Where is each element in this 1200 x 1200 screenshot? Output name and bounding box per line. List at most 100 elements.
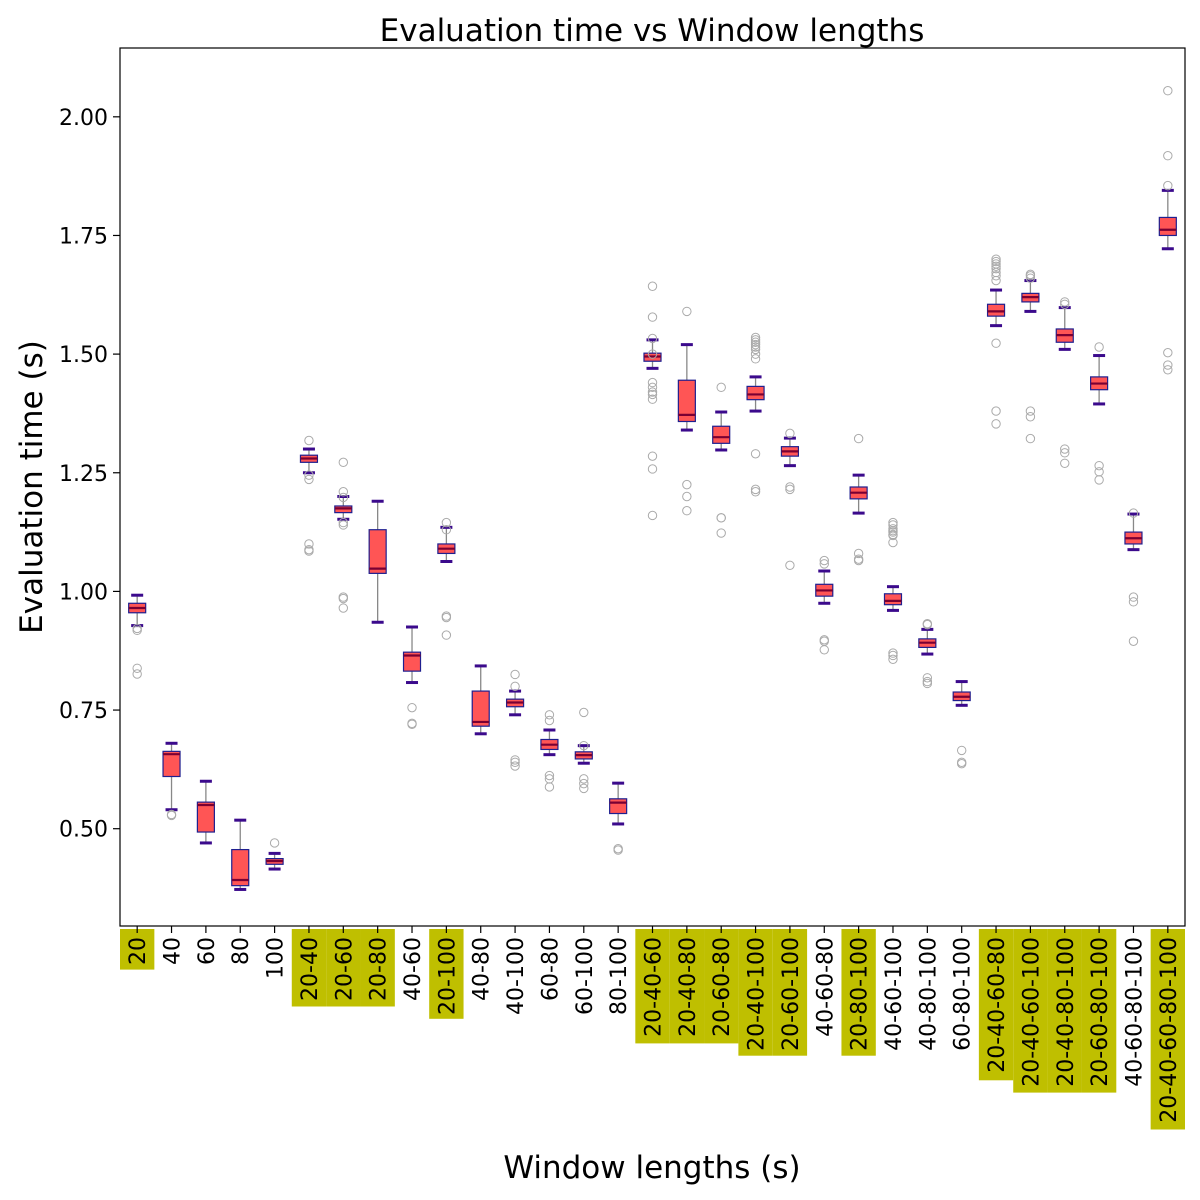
x-tick-label: 20-40-60-80-100 — [1157, 937, 1182, 1123]
outlier-point — [338, 492, 349, 503]
outlier-point — [888, 520, 898, 530]
outlier-point — [510, 669, 520, 680]
outlier-point — [922, 678, 933, 689]
category-highlight — [704, 929, 739, 1044]
outlier-point — [1094, 342, 1104, 352]
outlier-point — [956, 758, 967, 769]
outlier-point — [991, 271, 1001, 281]
box-group — [471, 664, 490, 736]
box-group — [746, 332, 765, 497]
outlier-point — [647, 510, 658, 521]
x-tick-label: 20-40-100 — [745, 937, 770, 1051]
outlier-point — [544, 782, 555, 792]
outlier-point — [991, 338, 1001, 348]
outlier-point — [991, 256, 1001, 267]
y-axis-label: Evaluation time (s) — [14, 340, 50, 634]
x-tick-label: 40-60-80 — [813, 937, 838, 1037]
box-group — [1055, 297, 1074, 468]
outlier-point — [956, 745, 967, 756]
outlier-point — [1128, 636, 1139, 646]
category-highlight — [635, 929, 670, 1044]
box-group — [368, 499, 387, 624]
box — [471, 690, 490, 727]
box-group — [162, 741, 181, 821]
category-highlight — [841, 929, 876, 1056]
outlier-point — [441, 612, 452, 623]
outlier-point — [888, 527, 898, 537]
outlier-point — [991, 406, 1001, 416]
category-highlight — [669, 929, 705, 1044]
outlier-point — [647, 382, 658, 393]
x-tick-label: 20-60 — [332, 937, 357, 1001]
box — [609, 798, 628, 815]
box-group — [437, 517, 456, 640]
y-tick-label: 0.75 — [59, 699, 108, 724]
outlier-point — [647, 387, 658, 397]
x-tick-label: 60 — [195, 937, 220, 965]
outlier-point — [544, 710, 555, 720]
outlier-point — [991, 275, 1001, 286]
outlier-point — [1060, 448, 1070, 458]
outlier-point — [1025, 412, 1036, 422]
outlier-point — [1025, 271, 1036, 281]
y-tick-label: 1.25 — [59, 462, 108, 487]
box-group — [952, 680, 971, 769]
category-highlight — [738, 929, 773, 1056]
x-tick-label: 20-40-80-100 — [1054, 937, 1079, 1087]
outlier-point — [510, 681, 520, 692]
outlier-point — [991, 261, 1001, 272]
box-group — [299, 435, 319, 556]
outlier-point — [716, 528, 726, 538]
outlier-point — [1128, 508, 1139, 518]
outlier-point — [853, 555, 864, 566]
x-tick-label: 40-80 — [470, 937, 495, 1001]
box — [677, 379, 696, 423]
x-tick-label: 20-60-80-100 — [1088, 937, 1113, 1087]
outlier-point — [338, 520, 349, 530]
outlier-point — [647, 333, 658, 344]
x-tick-label: 20-40-80 — [676, 937, 701, 1037]
outlier-point — [750, 339, 761, 350]
category-highlight — [772, 929, 808, 1056]
outlier-point — [647, 377, 658, 388]
outlier-point — [682, 306, 692, 317]
category-highlight — [978, 929, 1014, 1081]
outlier-point — [1025, 273, 1036, 283]
outlier-point — [579, 707, 589, 718]
box — [231, 848, 250, 887]
outlier-point — [304, 474, 314, 485]
category-highlight — [429, 929, 464, 1019]
box-group — [780, 428, 800, 571]
y-tick-label: 1.75 — [59, 224, 108, 249]
outlier-point — [716, 513, 726, 523]
category-highlight — [1047, 929, 1082, 1093]
box-group — [883, 517, 903, 664]
category-highlight — [291, 929, 327, 1007]
outlier-point — [579, 740, 589, 751]
outlier-point — [1163, 365, 1173, 375]
outlier-point — [1060, 444, 1070, 454]
outlier-point — [304, 470, 314, 480]
outlier-point — [407, 702, 417, 713]
box — [712, 425, 731, 444]
outlier-point — [132, 623, 142, 634]
outlier-point — [819, 559, 829, 569]
outlier-point — [922, 619, 933, 630]
outlier-point — [441, 525, 452, 535]
box-group — [128, 593, 147, 679]
x-tick-label: 20 — [126, 937, 151, 965]
x-tick-label: 20-40-60 — [642, 937, 667, 1037]
x-tick-label: 20-100 — [435, 937, 460, 1015]
outlier-point — [716, 382, 726, 393]
outlier-point — [750, 344, 761, 355]
category-highlight — [326, 929, 361, 1007]
box — [1158, 216, 1177, 237]
outlier-point — [1163, 151, 1173, 161]
outlier-point — [510, 761, 520, 771]
outlier-point — [510, 757, 520, 767]
outlier-point — [991, 263, 1001, 274]
outlier-point — [304, 539, 314, 549]
box-group — [196, 779, 215, 845]
outlier-point — [1163, 360, 1173, 370]
